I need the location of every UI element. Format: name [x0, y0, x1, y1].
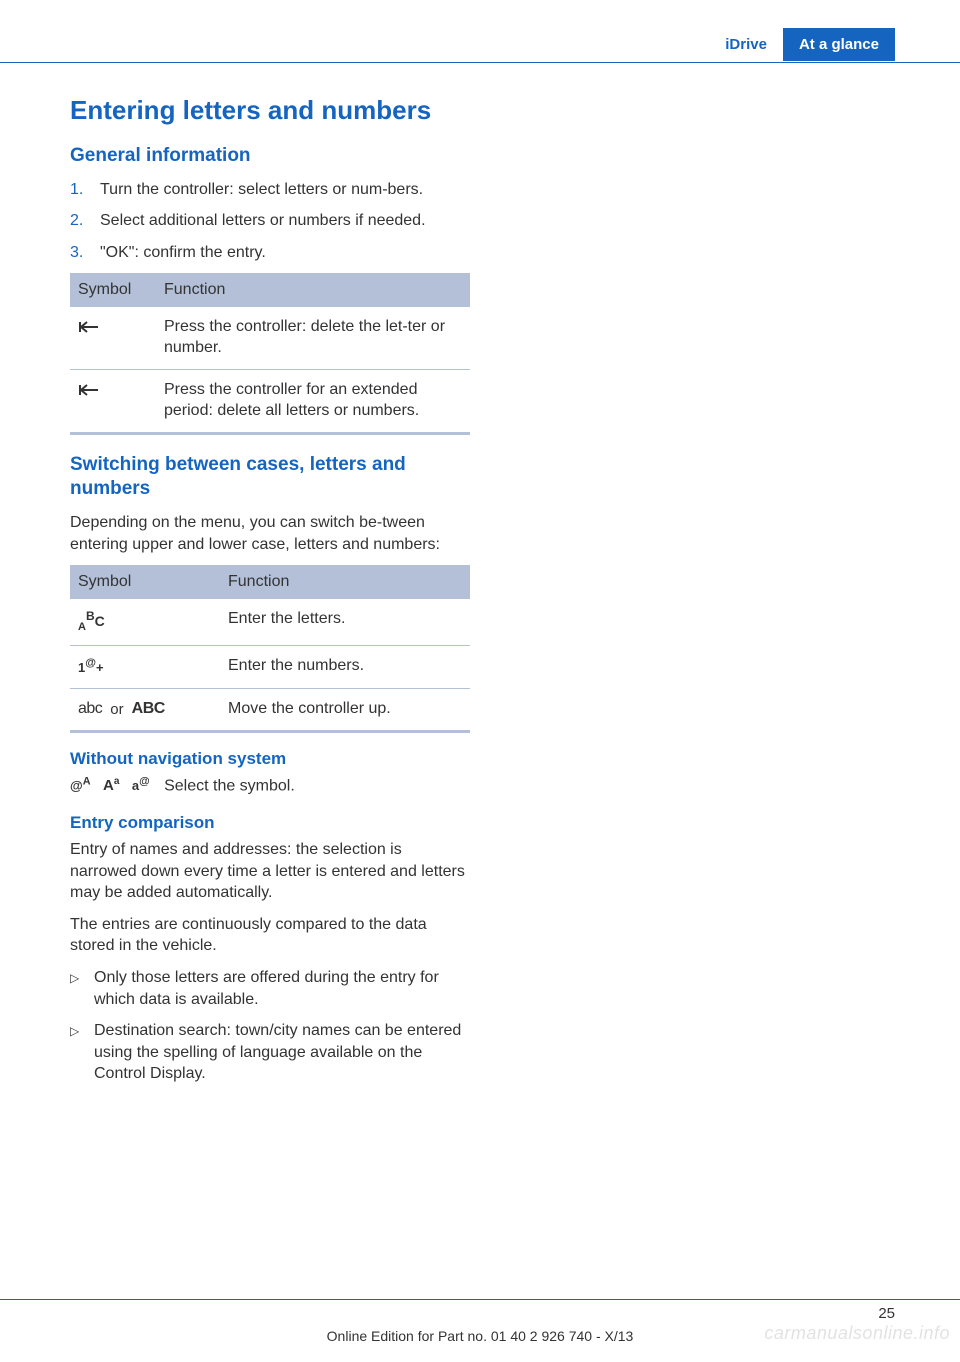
delete-arrow-icon [78, 318, 100, 335]
a-at-icon: a@ [132, 778, 150, 793]
step-number: 1. [70, 179, 100, 201]
col-function: Function [220, 565, 470, 599]
bullet-item: ▷ Only those letters are offered during … [70, 967, 470, 1010]
step-number: 3. [70, 242, 100, 264]
step-text: Turn the controller: select letters or n… [100, 179, 423, 201]
without-nav-text: Select the symbol. [164, 777, 295, 794]
at-a-icon: @A [70, 778, 91, 793]
table-row: ABC Enter the letters. [70, 599, 470, 645]
numbers-at-icon: 1@+ [78, 659, 104, 676]
symbol-cell: ABC [70, 599, 220, 645]
table-row: Press the controller: delete the let‐ter… [70, 307, 470, 369]
bullet-item: ▷ Destination search: town/city names ca… [70, 1020, 470, 1085]
triangle-bullet-icon: ▷ [70, 967, 94, 1010]
abc-letters-icon: ABC [78, 613, 105, 630]
step-text: Select additional letters or numbers if … [100, 210, 426, 232]
function-cell: Press the controller: delete the let‐ter… [156, 307, 470, 369]
col-symbol: Symbol [70, 565, 220, 599]
function-cell: Enter the numbers. [220, 645, 470, 689]
function-cell: Move the controller up. [220, 689, 470, 732]
content-column: Entering letters and numbers General inf… [70, 95, 470, 1095]
bullet-text: Destination search: town/city names can … [94, 1020, 470, 1085]
page-title: Entering letters and numbers [70, 95, 470, 126]
table-row: abc or ABC Move the controller up. [70, 689, 470, 732]
tab-idrive: iDrive [709, 28, 783, 61]
triangle-bullet-icon: ▷ [70, 1020, 94, 1085]
heading-entry-comparison: Entry comparison [70, 813, 470, 833]
footer-rule [0, 1299, 960, 1300]
table-row: 1@+ Enter the numbers. [70, 645, 470, 689]
symbol-cell [70, 370, 156, 434]
col-symbol: Symbol [70, 273, 156, 307]
step-item: 2. Select additional letters or numbers … [70, 210, 470, 232]
table-delete-symbols: Symbol Function Press the controller: de… [70, 273, 470, 434]
page: iDrive At a glance Entering letters and … [0, 0, 960, 1362]
step-text: "OK": confirm the entry. [100, 242, 266, 264]
a-superscript-a-icon: Aa [103, 777, 119, 794]
or-label: or [108, 700, 125, 720]
function-cell: Press the controller for an extended per… [156, 370, 470, 434]
lowercase-abc-icon: abc [78, 699, 102, 720]
heading-without-nav: Without navigation system [70, 749, 470, 769]
symbol-cell [70, 307, 156, 369]
col-function: Function [156, 273, 470, 307]
bullet-text: Only those letters are offered during th… [94, 967, 470, 1010]
watermark: carmanualsonline.info [764, 1323, 950, 1344]
step-item: 1. Turn the controller: select letters o… [70, 179, 470, 201]
delete-arrow-icon [78, 381, 100, 398]
body-switching: Depending on the menu, you can switch be… [70, 512, 470, 555]
page-number: 25 [878, 1305, 895, 1322]
table-row: Press the controller for an extended per… [70, 370, 470, 434]
table-header-row: Symbol Function [70, 273, 470, 307]
table-case-symbols: Symbol Function ABC Enter the letters. 1… [70, 565, 470, 733]
header-bar: iDrive At a glance [0, 28, 960, 63]
table-header-row: Symbol Function [70, 565, 470, 599]
heading-switching-cases: Switching between cases, letters and num… [70, 453, 470, 502]
entry-comparison-p2: The entries are continuously compared to… [70, 914, 470, 957]
heading-general-information: General information [70, 144, 470, 169]
step-number: 2. [70, 210, 100, 232]
bullet-list: ▷ Only those letters are offered during … [70, 967, 470, 1085]
ordered-steps: 1. Turn the controller: select letters o… [70, 179, 470, 264]
uppercase-abc-icon: ABC [132, 699, 165, 720]
header-tabs: iDrive At a glance [709, 28, 895, 61]
symbol-cell: 1@+ [70, 645, 220, 689]
entry-comparison-p1: Entry of names and addresses: the select… [70, 839, 470, 904]
without-nav-row: @A Aa a@ Select the symbol. [70, 775, 470, 797]
tab-at-a-glance: At a glance [783, 28, 895, 61]
function-cell: Enter the letters. [220, 599, 470, 645]
symbol-cell: abc or ABC [70, 689, 220, 732]
step-item: 3. "OK": confirm the entry. [70, 242, 470, 264]
